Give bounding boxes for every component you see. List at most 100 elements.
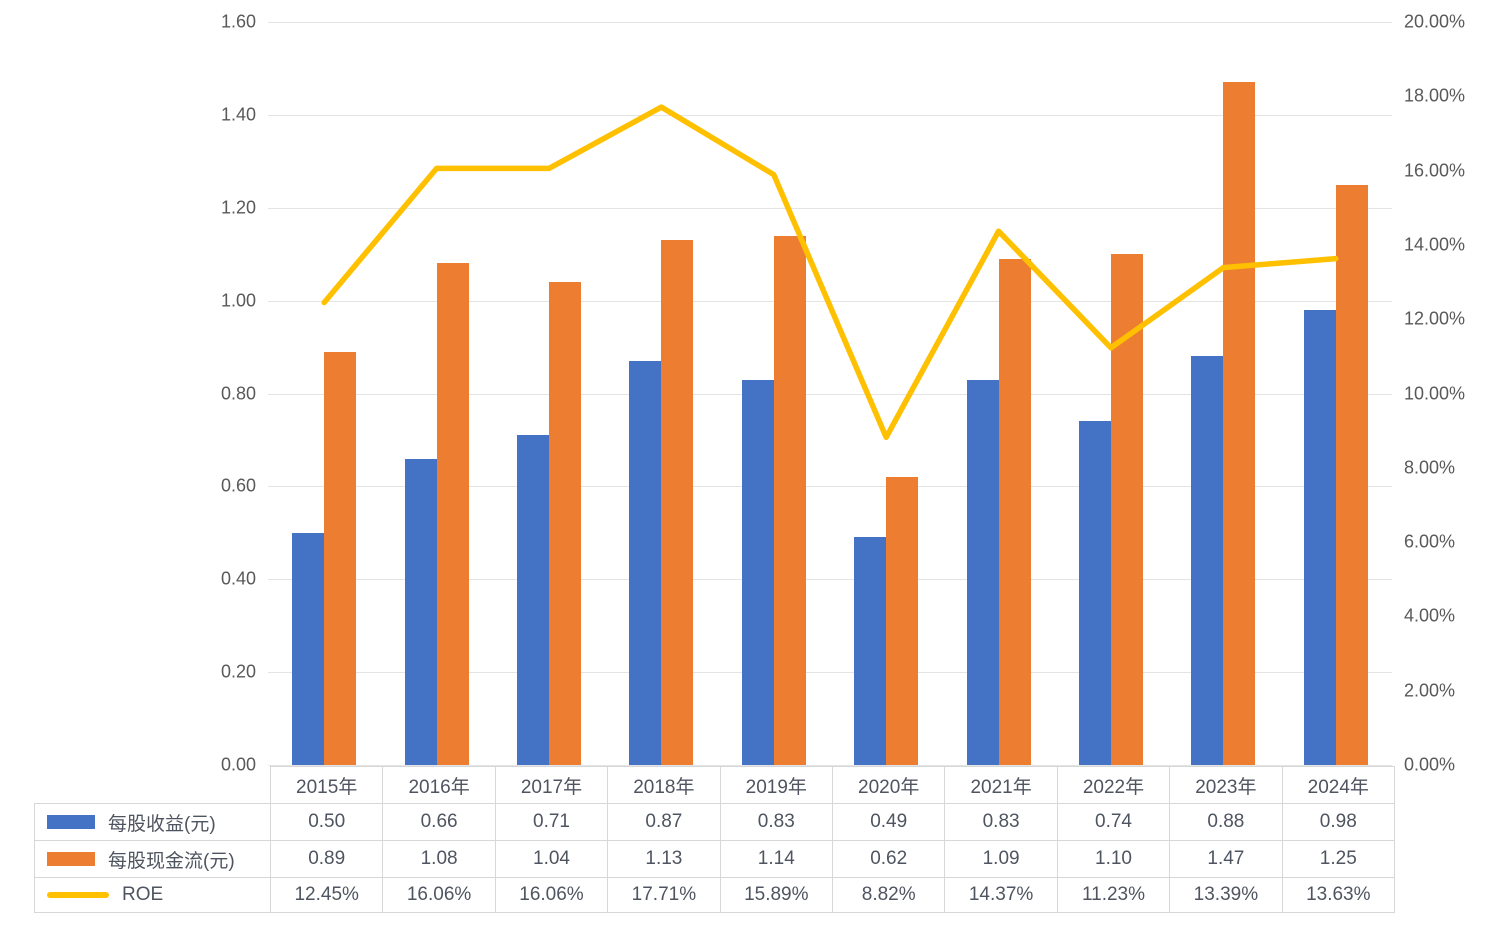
- table-cell: 12.45%: [270, 877, 384, 913]
- line-swatch-icon: [47, 892, 109, 898]
- table-cell: 0.50: [270, 803, 384, 841]
- table-header-2024年: 2024年: [1281, 766, 1395, 804]
- table-header-2018年: 2018年: [607, 766, 721, 804]
- y-axis-right-tick: 2.00%: [1404, 680, 1456, 701]
- table-cell: 1.10: [1056, 840, 1171, 878]
- y-axis-right-tick: 4.00%: [1404, 605, 1456, 626]
- table-cell: 0.87: [607, 803, 721, 841]
- y-axis-right-tick: 6.00%: [1404, 531, 1456, 552]
- bar-cashflow-2021年: [998, 258, 1031, 765]
- y-axis-right-tick: 8.00%: [1404, 457, 1456, 478]
- gridline: [268, 672, 1392, 674]
- table-header-2016年: 2016年: [382, 766, 496, 804]
- table-cell: 1.47: [1169, 840, 1283, 878]
- table-cell: 0.66: [382, 803, 496, 841]
- table-cell: 1.04: [494, 840, 609, 878]
- legend-cashflow: 每股现金流(元): [34, 840, 271, 878]
- table-header-2021年: 2021年: [944, 766, 1058, 804]
- bar-eps-2022年: [1079, 421, 1111, 765]
- table-cell: 11.23%: [1056, 877, 1171, 913]
- roe-line-svg: [321, 104, 1339, 441]
- table-cell: 0.74: [1056, 803, 1171, 841]
- gridline: [268, 207, 1392, 209]
- y-axis-left-tick: 1.20: [220, 197, 256, 218]
- y-axis-right-tick: 18.00%: [1404, 85, 1466, 106]
- gridline: [268, 486, 1392, 488]
- table-cell: 13.39%: [1169, 877, 1283, 913]
- table-cell: 1.13: [607, 840, 721, 878]
- bar-cashflow-2019年: [773, 235, 806, 765]
- table-cell: 8.82%: [832, 877, 946, 913]
- gridline: [268, 393, 1392, 395]
- table-cell: 1.08: [382, 840, 496, 878]
- bar-eps-2023年: [1191, 356, 1224, 765]
- table-cell: 0.83: [944, 803, 1058, 841]
- bar-eps-2021年: [966, 379, 999, 765]
- table-cell: 16.06%: [382, 877, 496, 913]
- y-axis-left-tick: 1.40: [220, 104, 256, 125]
- table-header-2019年: 2019年: [719, 766, 833, 804]
- bar-swatch-icon: [47, 852, 95, 866]
- y-axis-right-tick: 10.00%: [1404, 383, 1466, 403]
- bar-eps-2017年: [517, 435, 549, 765]
- y-axis-left-tick: 0.20: [220, 661, 256, 682]
- y-axis-left-tick: 0.80: [220, 383, 256, 403]
- legend-label: 每股现金流(元): [108, 850, 235, 872]
- table-cell: 0.49: [832, 803, 946, 841]
- table-cell: 1.09: [944, 840, 1058, 878]
- y-axis-right-tick: 16.00%: [1404, 160, 1466, 181]
- table-cell: 14.37%: [944, 877, 1058, 913]
- bar-eps-2015年: [292, 532, 325, 765]
- gridline: [268, 579, 1392, 581]
- y-axis-left-tick: 1.00: [220, 290, 256, 311]
- gridline: [268, 765, 1392, 766]
- legend-eps: 每股收益(元): [34, 803, 271, 841]
- bar-cashflow-2016年: [436, 263, 469, 765]
- table-cell: 0.71: [494, 803, 609, 841]
- table-header-2017年: 2017年: [494, 766, 609, 804]
- table-header-2020年: 2020年: [832, 766, 946, 804]
- table-cell: 0.89: [270, 840, 384, 878]
- legend-label: 每股收益(元): [108, 813, 216, 835]
- bar-eps-2024年: [1303, 309, 1336, 765]
- y-axis-left-tick: 0.60: [220, 475, 256, 496]
- bar-cashflow-2024年: [1335, 184, 1368, 765]
- y-axis-left-tick: 0.40: [220, 568, 256, 589]
- table-cell: 1.14: [719, 840, 833, 878]
- bar-cashflow-2023年: [1223, 82, 1256, 765]
- legend-label: ROE: [122, 884, 164, 905]
- bar-cashflow-2017年: [549, 282, 581, 765]
- y-axis-right-tick: 14.00%: [1404, 234, 1466, 255]
- table-header-2022年: 2022年: [1056, 766, 1171, 804]
- bar-cashflow-2020年: [886, 477, 919, 765]
- y-axis-right-tick: 20.00%: [1404, 11, 1466, 32]
- y-axis-left-tick: 0.00: [220, 754, 256, 775]
- y-axis-right-tick: 0.00%: [1404, 754, 1456, 775]
- table-header-2023年: 2023年: [1169, 766, 1283, 804]
- table-cell: 16.06%: [494, 877, 609, 913]
- table-cell: 0.98: [1281, 803, 1395, 841]
- legend-roe: ROE: [34, 877, 271, 913]
- bar-eps-2018年: [629, 361, 662, 765]
- bar-swatch-icon: [47, 815, 95, 829]
- bar-cashflow-2015年: [324, 351, 357, 765]
- bar-cashflow-2018年: [661, 240, 694, 765]
- bar-eps-2016年: [404, 458, 437, 765]
- y-axis-right-tick: 12.00%: [1404, 308, 1466, 329]
- table-cell: 13.63%: [1281, 877, 1395, 913]
- table-cell: 0.62: [832, 840, 946, 878]
- table-header-2015年: 2015年: [270, 766, 384, 804]
- bar-eps-2020年: [854, 537, 887, 765]
- table-cell: 1.25: [1281, 840, 1395, 878]
- gridline: [268, 114, 1392, 116]
- roe-line: [321, 104, 1339, 441]
- table-cell: 0.83: [719, 803, 833, 841]
- plot-area: [268, 22, 1392, 766]
- gridline: [268, 22, 1392, 23]
- table-cell: 15.89%: [719, 877, 833, 913]
- y-axis-left-tick: 1.60: [220, 11, 256, 32]
- table-cell: 0.88: [1169, 803, 1283, 841]
- table-cell: 17.71%: [607, 877, 721, 913]
- bar-eps-2019年: [741, 379, 774, 765]
